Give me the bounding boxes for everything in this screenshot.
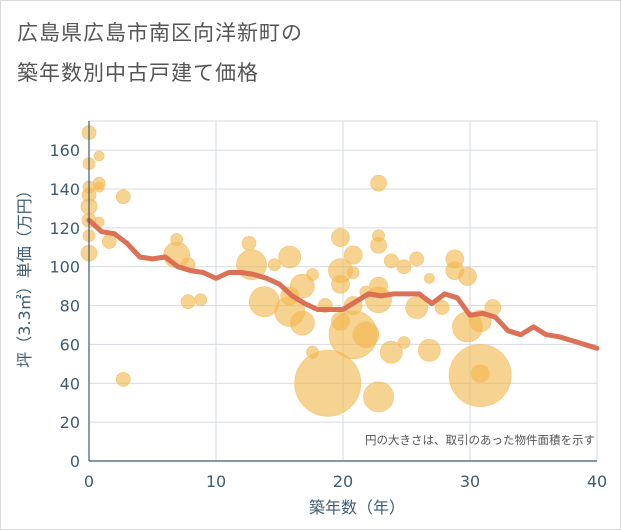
y-tick-label: 160 bbox=[49, 141, 80, 160]
data-point-bubble bbox=[343, 245, 363, 265]
axes: 0 10 20 30 40 0 20 40 60 80 100 120 140 160 bbox=[49, 121, 607, 491]
y-tick-label: 120 bbox=[49, 219, 80, 238]
y-tick-label: 40 bbox=[60, 374, 80, 393]
data-point-bubble bbox=[423, 272, 435, 284]
x-tick-label: 30 bbox=[460, 472, 480, 491]
y-tick-label: 20 bbox=[60, 413, 80, 432]
data-point-bubble bbox=[194, 293, 208, 307]
x-tick-label: 20 bbox=[333, 472, 353, 491]
chart-title-line2: 築年数別中古戸建て価格 bbox=[17, 61, 259, 85]
size-note: 円の大きさは、取引のあった物件面積を示す bbox=[365, 433, 595, 447]
data-point-bubble bbox=[331, 228, 350, 247]
data-point-bubble bbox=[268, 258, 281, 272]
data-point-bubble bbox=[370, 174, 387, 192]
data-point-bubble bbox=[306, 268, 319, 281]
data-point-bubble bbox=[289, 310, 315, 336]
chart-title-line1: 広島県広島市南区向洋新町の bbox=[17, 21, 303, 45]
data-point-bubble bbox=[331, 274, 350, 294]
data-point-bubble bbox=[409, 251, 425, 267]
data-point-bubble bbox=[396, 259, 412, 275]
data-point-bubble bbox=[458, 267, 477, 286]
data-point-bubble bbox=[363, 381, 394, 413]
x-tick-label: 40 bbox=[587, 472, 607, 491]
y-tick-label: 60 bbox=[60, 335, 80, 354]
y-tick-label: 0 bbox=[70, 452, 80, 471]
data-point-bubble bbox=[115, 371, 131, 387]
data-point-bubble bbox=[180, 294, 196, 310]
data-point-bubble bbox=[115, 189, 131, 205]
data-point-bubble bbox=[379, 340, 403, 364]
data-point-bubble bbox=[434, 300, 450, 315]
data-point-bubble bbox=[417, 338, 441, 362]
data-point-bubble bbox=[370, 236, 387, 254]
y-tick-label: 100 bbox=[49, 258, 80, 277]
data-point-bubble bbox=[93, 150, 105, 162]
data-point-bubble bbox=[241, 235, 257, 251]
data-point-bubble bbox=[365, 286, 392, 314]
data-point-bubble bbox=[289, 273, 315, 299]
x-tick-label: 0 bbox=[84, 472, 94, 491]
data-point-bubble bbox=[352, 321, 380, 349]
trend-line bbox=[86, 217, 600, 351]
y-tick-label: 140 bbox=[49, 180, 80, 199]
data-point-bubble bbox=[346, 266, 360, 279]
y-axis-label: 坪（3.3㎡）単価（万円） bbox=[15, 182, 34, 367]
data-point-bubble bbox=[383, 253, 399, 269]
x-axis-label: 築年数（年） bbox=[309, 498, 405, 517]
bubble-layer bbox=[80, 125, 512, 417]
data-point-bubble bbox=[294, 349, 362, 417]
data-point-bubble bbox=[405, 296, 429, 319]
data-point-bubble bbox=[470, 364, 490, 383]
x-tick-label: 10 bbox=[206, 472, 226, 491]
data-point-bubble bbox=[397, 336, 411, 349]
y-tick-label: 80 bbox=[60, 297, 80, 316]
data-point-bubble bbox=[278, 245, 302, 269]
data-point-bubble bbox=[93, 181, 105, 193]
